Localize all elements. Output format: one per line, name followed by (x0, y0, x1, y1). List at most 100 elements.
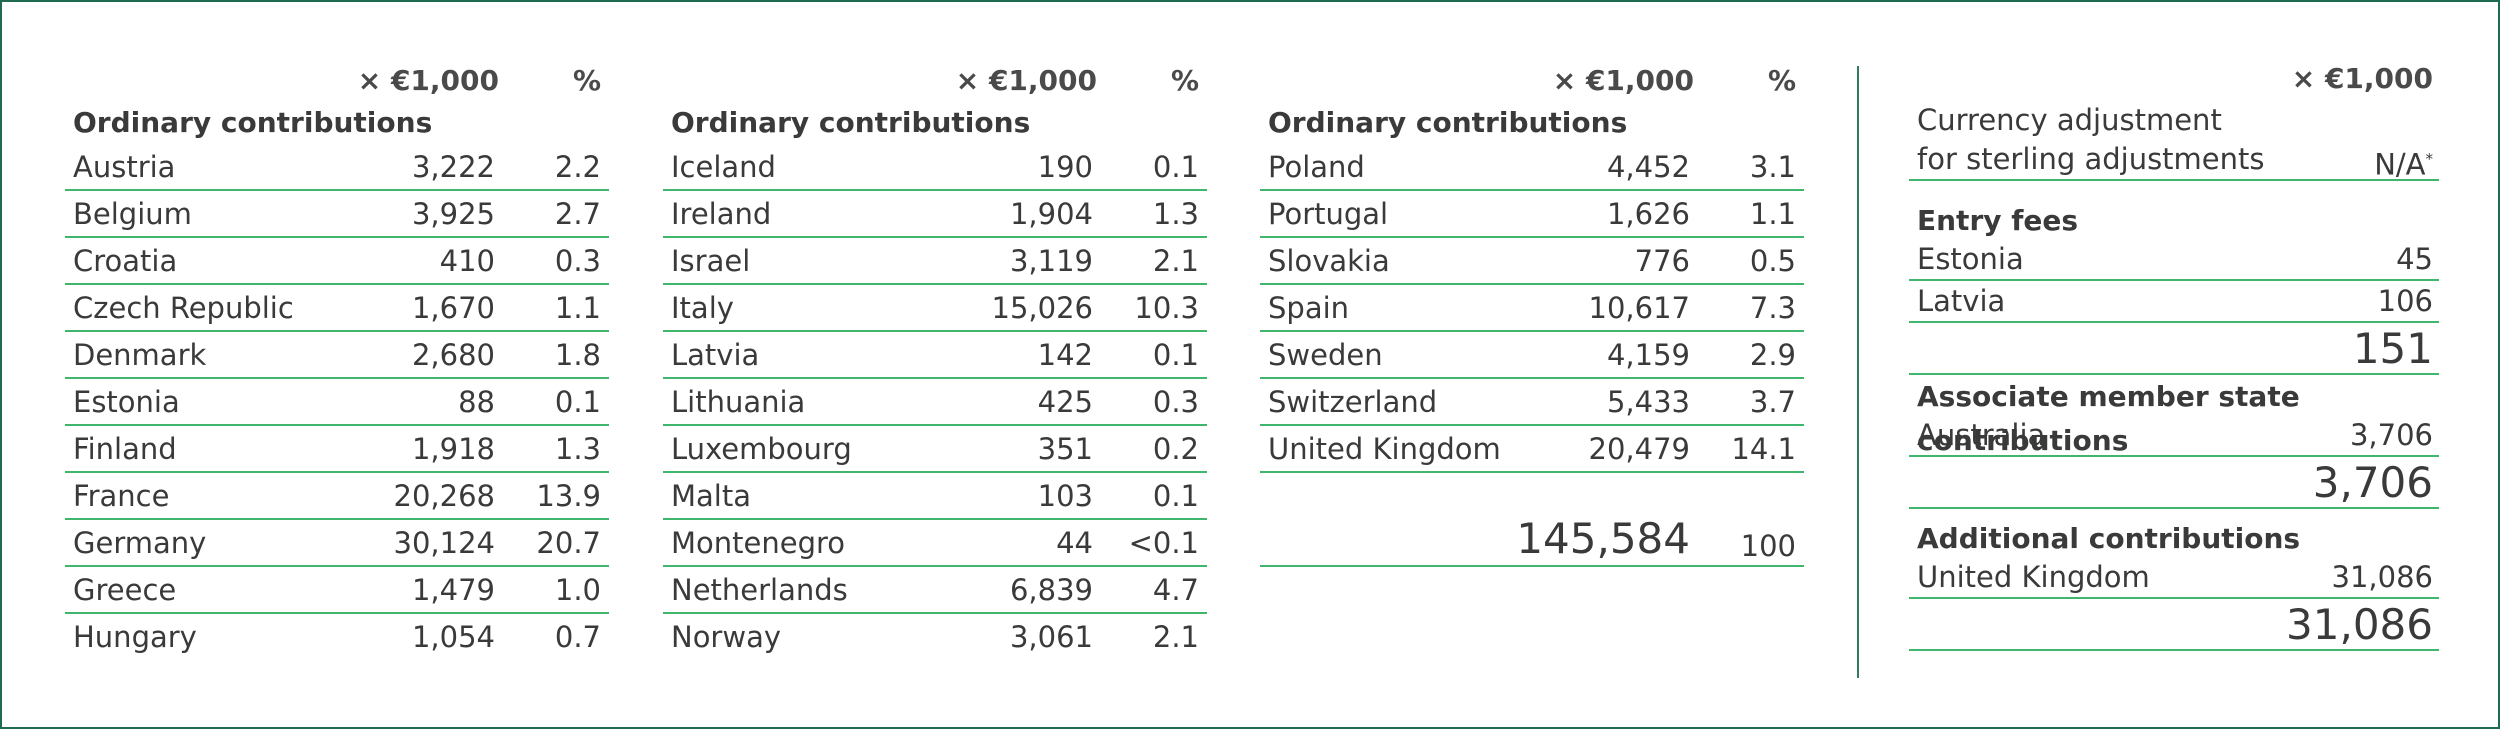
table-row: Estonia 88 0.1 (65, 379, 609, 426)
country-name: Czech Republic (73, 291, 294, 325)
table-row: Israel 3,119 2.1 (663, 238, 1207, 285)
row-value: 31,086 (2331, 560, 2433, 594)
table-row: Portugal 1,626 1.1 (1260, 191, 1804, 238)
table-row: Poland 4,452 3.1 (1260, 144, 1804, 191)
country-name: Denmark (73, 338, 207, 372)
table-row: Estonia 45 (1909, 239, 2439, 281)
contribution-percent: 13.9 (536, 479, 601, 513)
table-row: Ireland 1,904 1.3 (663, 191, 1207, 238)
contribution-percent: 4.7 (1152, 573, 1199, 607)
contribution-value: 3,061 (1009, 620, 1093, 654)
country-name: Ireland (671, 197, 772, 231)
contribution-percent: 0.5 (1749, 244, 1796, 278)
percent-header: % (572, 64, 601, 97)
ordinary-total-value: 145,584 (1516, 514, 1690, 563)
table-row: Hungary 1,054 0.7 (65, 614, 609, 659)
table-row: Luxembourg 351 0.2 (663, 426, 1207, 473)
entry-rows: Estonia 45 Latvia 106 (1909, 239, 2439, 323)
contribution-value: 142 (1037, 338, 1093, 372)
table-row: Spain 10,617 7.3 (1260, 285, 1804, 332)
vertical-divider (1857, 66, 1859, 678)
contribution-percent: 7.3 (1749, 291, 1796, 325)
contribution-percent: 10.3 (1134, 291, 1199, 325)
country-name: Lithuania (671, 385, 806, 419)
currency-adjustment-row: for sterling adjustments N/A* (1909, 139, 2439, 182)
section-title-ordinary: Ordinary contributions (73, 106, 433, 139)
table-row: Latvia 142 0.1 (663, 332, 1207, 379)
column-1: × €1,000 % Ordinary contributions Austri… (65, 60, 609, 659)
country-name: Netherlands (671, 573, 848, 607)
associate-total-value: 3,706 (2312, 458, 2433, 507)
table-row: Norway 3,061 2.1 (663, 614, 1207, 659)
table-row: Montenegro 44 <0.1 (663, 520, 1207, 567)
section-title-associate: Associate member state contributions (1917, 380, 2300, 457)
column-header: × €1,000 (1909, 60, 2439, 102)
currency-adjustment-value: N/A* (2374, 139, 2433, 185)
rows-list: Iceland 190 0.1 Ireland 1,904 1.3 Israel 3,119 2… (663, 144, 1207, 659)
country-name: Montenegro (671, 526, 846, 560)
table-row: Switzerland 5,433 3.7 (1260, 379, 1804, 426)
country-name: Latvia (671, 338, 760, 372)
country-name: Germany (73, 526, 207, 560)
table-row: Malta 103 0.1 (663, 473, 1207, 520)
contribution-value: 3,925 (411, 197, 495, 231)
ordinary-total-row: 145,584 100 (1260, 501, 1804, 567)
associate-rows: Australia 3,706 (1909, 415, 2439, 457)
column-header: × €1,000 % (65, 60, 609, 102)
contribution-percent: 14.1 (1731, 432, 1796, 466)
rows-list: Poland 4,452 3.1 Portugal 1,626 1.1 Slovakia 77… (1260, 144, 1804, 473)
country-name: Spain (1268, 291, 1350, 325)
contribution-value: 425 (1037, 385, 1093, 419)
country-name: Austria (73, 150, 176, 184)
contribution-percent: 2.1 (1152, 620, 1199, 654)
table-row: Lithuania 425 0.3 (663, 379, 1207, 426)
table-row: Finland 1,918 1.3 (65, 426, 609, 473)
contribution-percent: 0.1 (1152, 479, 1199, 513)
unit-header: × €1,000 (2291, 62, 2433, 95)
row-label: Estonia (1917, 242, 2024, 276)
contribution-percent: 0.3 (1152, 385, 1199, 419)
table-row: Denmark 2,680 1.8 (65, 332, 609, 379)
footnote-marker: * (2425, 150, 2434, 168)
entry-total-value: 151 (2352, 324, 2433, 373)
contribution-percent: 0.1 (554, 385, 601, 419)
contribution-percent: <0.1 (1128, 526, 1199, 560)
contribution-value: 3,222 (411, 150, 495, 184)
contribution-percent: 0.3 (554, 244, 601, 278)
currency-value-text: N/A (2374, 147, 2426, 182)
contribution-value: 103 (1037, 479, 1093, 513)
column-2: × €1,000 % Ordinary contributions Icelan… (663, 60, 1207, 659)
country-name: Finland (73, 432, 177, 466)
section-title-ordinary: Ordinary contributions (671, 106, 1031, 139)
column-4: × €1,000 Currency adjustment for sterlin… (1909, 60, 2439, 651)
contribution-value: 1,054 (411, 620, 495, 654)
contribution-percent: 3.7 (1749, 385, 1796, 419)
column-3: × €1,000 % Ordinary contributions Poland… (1260, 60, 1804, 567)
country-name: France (73, 479, 170, 513)
country-name: Italy (671, 291, 734, 325)
contribution-value: 4,452 (1606, 150, 1690, 184)
contribution-value: 44 (1056, 526, 1093, 560)
contribution-percent: 1.8 (554, 338, 601, 372)
contribution-value: 20,479 (1588, 432, 1690, 466)
contribution-value: 1,904 (1009, 197, 1093, 231)
contribution-value: 30,124 (393, 526, 495, 560)
unit-header: × €1,000 (955, 64, 1097, 97)
table-row: Latvia 106 (1909, 281, 2439, 323)
table-row: Sweden 4,159 2.9 (1260, 332, 1804, 379)
associate-total-row: 3,706 (1909, 457, 2439, 509)
contribution-value: 20,268 (393, 479, 495, 513)
contribution-percent: 1.3 (1152, 197, 1199, 231)
contribution-percent: 0.2 (1152, 432, 1199, 466)
contribution-percent: 1.1 (554, 291, 601, 325)
contribution-value: 3,119 (1009, 244, 1093, 278)
percent-header: % (1170, 64, 1199, 97)
section-title-ordinary: Ordinary contributions (1268, 106, 1628, 139)
table-row: Austria 3,222 2.2 (65, 144, 609, 191)
currency-adjustment-sublabel: for sterling adjustments (1917, 142, 2265, 176)
table-row: Greece 1,479 1.0 (65, 567, 609, 614)
table-row: Czech Republic 1,670 1.1 (65, 285, 609, 332)
country-name: United Kingdom (1268, 432, 1501, 466)
additional-total-value: 31,086 (2286, 600, 2433, 649)
